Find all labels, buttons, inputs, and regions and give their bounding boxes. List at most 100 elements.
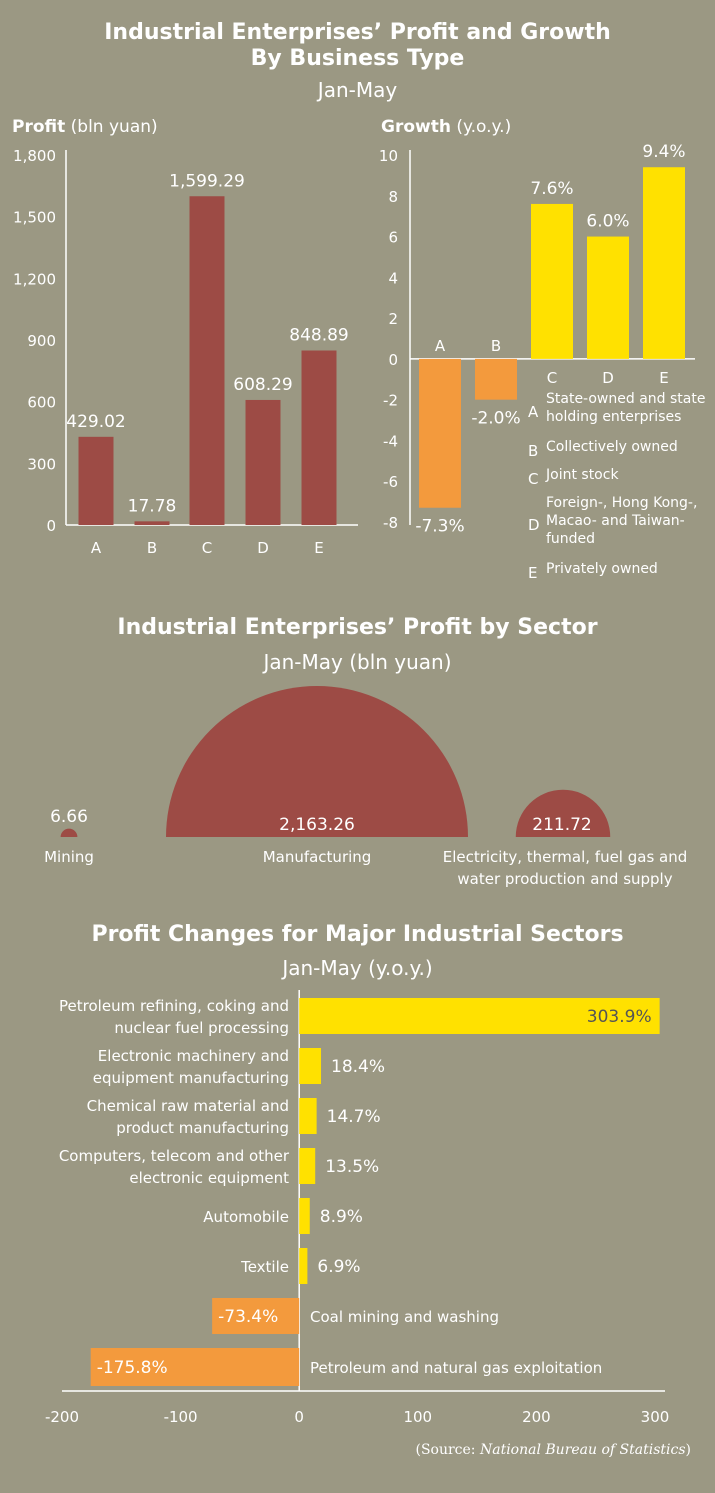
changes-bar <box>299 1098 317 1134</box>
changes-x-tick-label: 0 <box>294 1408 304 1426</box>
source-note: (Source: National Bureau of Statistics) <box>415 1442 691 1458</box>
main-title-line2: By Business Type <box>250 46 465 71</box>
main-period: Jan-May <box>317 78 398 102</box>
growth-chart-title: Growth (y.o.y.) <box>381 117 511 137</box>
source-suffix: ) <box>685 1442 691 1458</box>
growth-category-label: D <box>602 369 614 387</box>
changes-value-label: 14.7% <box>327 1107 381 1127</box>
growth-value-label: 6.0% <box>586 212 629 232</box>
changes-value-label: 18.4% <box>331 1057 385 1077</box>
sector-category-label: Mining <box>44 848 94 866</box>
growth-bar <box>475 358 517 400</box>
growth-legend-text: Privately owned <box>546 561 658 577</box>
sector-title: Industrial Enterprises’ Profit by Sector <box>117 615 598 640</box>
profit-category-label: E <box>314 539 323 557</box>
profit-bar <box>301 350 337 525</box>
changes-category-label: Electronic machinery and <box>98 1047 289 1065</box>
sector-category-label: Manufacturing <box>263 848 372 866</box>
growth-y-tick-label: 10 <box>379 147 398 165</box>
growth-legend-text: Collectively owned <box>546 439 678 455</box>
sector-semicircle <box>515 789 611 837</box>
sector-semicircle <box>60 828 78 837</box>
growth-y-tick-label: 6 <box>388 229 398 247</box>
sector-value-label: 211.72 <box>532 815 591 835</box>
changes-category-label: Coal mining and washing <box>310 1308 499 1326</box>
growth-category-label: A <box>435 337 446 355</box>
sector-value-label: 6.66 <box>50 807 88 827</box>
growth-title-rest: (y.o.y.) <box>451 117 511 137</box>
changes-subtitle: Jan-May (y.o.y.) <box>282 956 433 980</box>
changes-value-label: 6.9% <box>317 1257 360 1277</box>
growth-legend-key: D <box>528 516 540 534</box>
profit-y-tick-label: 300 <box>27 455 56 473</box>
growth-y-tick-label: -6 <box>383 473 398 491</box>
changes-value-label: 13.5% <box>325 1157 379 1177</box>
growth-legend-text: Foreign-, Hong Kong-, <box>546 495 697 511</box>
profit-category-label: B <box>147 539 157 557</box>
growth-title-bold: Growth <box>381 117 451 137</box>
growth-value-label: 9.4% <box>642 142 685 162</box>
profit-value-label: 429.02 <box>66 412 125 432</box>
changes-x-tick-label: 200 <box>522 1408 551 1426</box>
profit-value-label: 608.29 <box>233 375 292 395</box>
profit-y-tick-label: 1,800 <box>13 147 56 165</box>
changes-x-tick-label: -200 <box>45 1408 79 1426</box>
sector-value-label: 2,163.26 <box>279 815 355 835</box>
sector-category-label: water production and supply <box>457 870 672 888</box>
growth-legend-text: State-owned and state <box>546 391 705 407</box>
profit-y-tick-label: 1,500 <box>13 209 56 227</box>
changes-category-label: Automobile <box>203 1208 289 1226</box>
profit-value-label: 848.89 <box>289 326 348 346</box>
changes-category-label: equipment manufacturing <box>93 1069 289 1087</box>
source-name: National Bureau of Statistics <box>479 1442 686 1458</box>
profit-bar <box>189 196 225 525</box>
changes-bar <box>212 1298 300 1334</box>
changes-x-tick-label: 300 <box>641 1408 670 1426</box>
profit-category-label: A <box>91 539 102 557</box>
changes-x-tick-label: 100 <box>403 1408 432 1426</box>
changes-value-label: -73.4% <box>218 1307 278 1327</box>
changes-value-label: -175.8% <box>97 1358 168 1378</box>
changes-bar <box>299 998 660 1034</box>
growth-y-tick-label: -4 <box>383 432 398 450</box>
profit-y-tick-label: 900 <box>27 332 56 350</box>
profit-chart-title: Profit (bln yuan) <box>12 117 158 137</box>
growth-bar <box>643 167 685 359</box>
changes-x-tick-label: -100 <box>164 1408 198 1426</box>
growth-legend-text: funded <box>546 531 595 547</box>
sector-semicircle <box>166 686 468 837</box>
growth-value-label: -7.3% <box>415 517 464 537</box>
sector-category-label: Electricity, thermal, fuel gas and <box>443 848 688 866</box>
growth-bar <box>587 236 629 359</box>
profit-value-label: 17.78 <box>128 496 177 516</box>
growth-y-tick-label: 0 <box>388 351 398 369</box>
profit-bar <box>134 521 170 525</box>
profit-bar <box>78 436 114 525</box>
growth-legend-key: B <box>528 442 538 460</box>
growth-legend-key: C <box>528 470 538 488</box>
growth-category-label: B <box>491 337 501 355</box>
changes-category-label: nuclear fuel processing <box>114 1019 289 1037</box>
profit-y-tick-label: 600 <box>27 394 56 412</box>
growth-legend-text: holding enterprises <box>546 409 681 425</box>
growth-value-label: 7.6% <box>530 179 573 199</box>
changes-value-label: 8.9% <box>320 1207 363 1227</box>
changes-category-label: Petroleum refining, coking and <box>59 997 289 1015</box>
changes-category-label: Chemical raw material and <box>87 1097 289 1115</box>
growth-y-tick-label: 2 <box>388 310 398 328</box>
growth-y-tick-label: 4 <box>388 269 398 287</box>
growth-bar <box>531 203 573 359</box>
growth-y-tick-label: -2 <box>383 392 398 410</box>
profit-category-label: C <box>202 539 212 557</box>
growth-legend-text: Joint stock <box>545 467 619 483</box>
changes-category-label: product manufacturing <box>116 1119 289 1137</box>
growth-legend-key: E <box>528 564 537 582</box>
profit-title-rest: (bln yuan) <box>65 117 157 137</box>
source-prefix: (Source: <box>415 1442 480 1458</box>
profit-y-tick-label: 1,200 <box>13 270 56 288</box>
profit-title-bold: Profit <box>12 117 65 137</box>
growth-value-label: -2.0% <box>471 409 520 429</box>
changes-category-label: Textile <box>240 1258 289 1276</box>
profit-y-tick-label: 0 <box>46 517 56 535</box>
